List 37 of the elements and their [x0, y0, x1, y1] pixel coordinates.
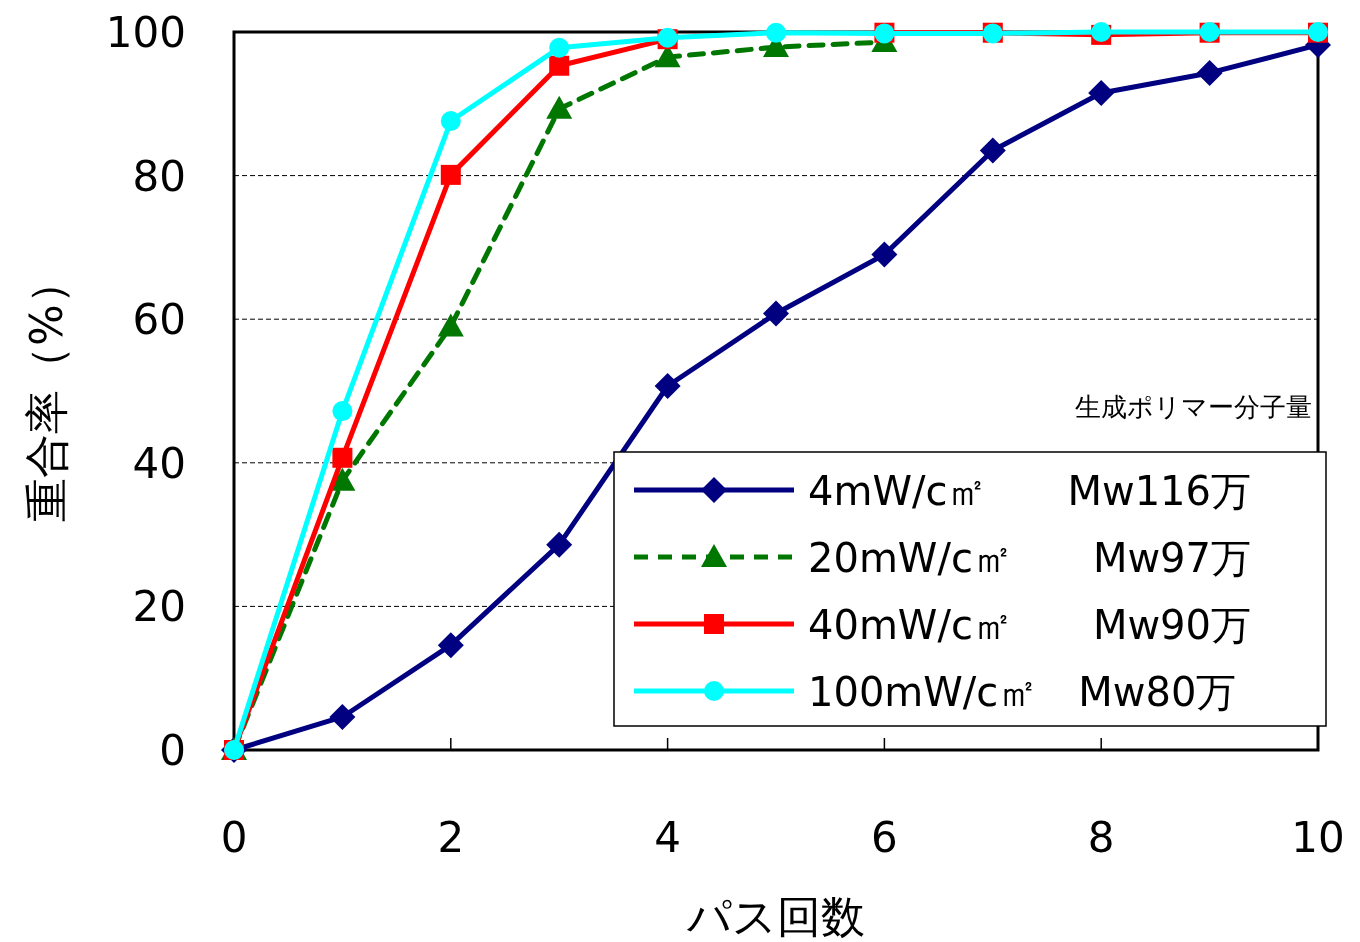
legend-label: 20mW/c㎡ Mw97万 [808, 535, 1252, 581]
point [440, 111, 461, 132]
y-axis-title: 重合率（%） [21, 260, 72, 522]
x-tick-label: 0 [220, 813, 248, 862]
y-tick-label: 60 [132, 295, 186, 345]
point [654, 372, 681, 399]
point [1088, 80, 1115, 107]
y-tick-label: 100 [105, 8, 186, 57]
point [546, 531, 573, 558]
point [549, 55, 570, 76]
legend-label: 40mW/c㎡ Mw90万 [808, 602, 1252, 648]
y-tick-label: 40 [132, 438, 186, 488]
x-axis-title: パス回数 [686, 891, 865, 942]
point [440, 164, 461, 185]
point [437, 632, 464, 659]
y-tick-label: 0 [159, 726, 186, 775]
point [763, 300, 789, 327]
x-tick-label: 6 [871, 813, 898, 862]
x-tick-label: 4 [654, 813, 681, 862]
x-tick-label: 10 [1291, 813, 1345, 862]
point [766, 22, 786, 43]
point [332, 447, 353, 468]
point [979, 137, 1006, 164]
y-tick-label: 20 [132, 582, 186, 632]
point [1196, 59, 1223, 86]
point [329, 703, 356, 730]
x-tick-label: 2 [437, 813, 465, 862]
point [546, 95, 573, 119]
point [871, 241, 898, 268]
legend-title: 生成ポリマー分子量 [1075, 392, 1312, 422]
point [549, 37, 570, 58]
y-tick-label: 80 [132, 151, 186, 201]
x-tick-label: 8 [1087, 813, 1115, 862]
legend-label: 4mW/c㎡ Mw116万 [808, 468, 1252, 514]
point [437, 313, 464, 337]
point [332, 401, 353, 422]
legend-label: 100mW/c㎡ Mw80万 [808, 669, 1237, 715]
